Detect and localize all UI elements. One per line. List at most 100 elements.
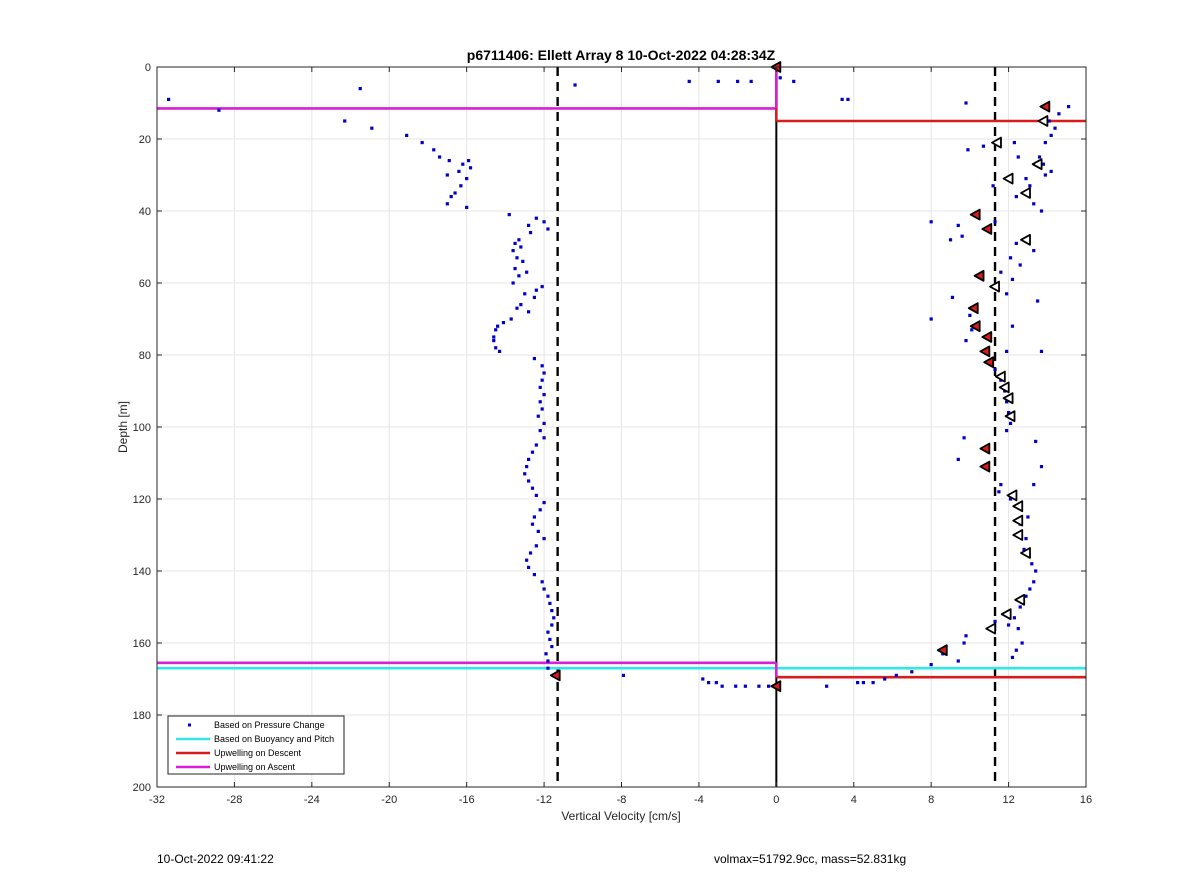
pressure-point <box>1039 349 1044 353</box>
pressure-point <box>1057 112 1061 116</box>
pressure-point <box>370 126 374 130</box>
pressure-point <box>519 303 523 307</box>
pressure-point <box>546 666 550 670</box>
pressure-point <box>1005 292 1009 296</box>
ascent-marker <box>1012 500 1024 513</box>
pressure-point <box>1041 162 1046 166</box>
y-axis-label: Depth [m] <box>116 401 130 453</box>
pressure-point <box>825 684 829 688</box>
pressure-point <box>962 436 966 440</box>
pressure-point <box>1005 429 1009 433</box>
pressure-point <box>1012 141 1016 145</box>
pressure-point <box>1053 126 1057 130</box>
pressure-point <box>1016 627 1020 631</box>
pressure-point <box>1010 324 1015 328</box>
pressure-point <box>515 256 519 260</box>
pressure-point <box>1014 195 1018 199</box>
pressure-point <box>525 558 529 562</box>
pressure-point <box>1034 439 1038 443</box>
ascent-marker <box>985 622 997 635</box>
pressure-point <box>548 601 552 605</box>
ascent-marker <box>1014 593 1026 606</box>
ascent-marker <box>1012 529 1024 541</box>
y-tick-label: 160 <box>133 638 151 650</box>
pressure-point <box>540 407 544 411</box>
pressure-point <box>1030 562 1034 566</box>
pressure-point <box>517 238 521 242</box>
pressure-point <box>993 220 997 224</box>
ascent-marker <box>1037 115 1049 127</box>
pressure-point <box>1032 580 1036 584</box>
pressure-point <box>217 108 221 112</box>
pressure-point <box>948 238 953 242</box>
legend-label-ascent: Upwelling on Ascent <box>214 762 296 772</box>
pressure-point <box>447 159 451 163</box>
pressure-point <box>999 483 1003 487</box>
pressure-point <box>1032 202 1036 206</box>
pressure-point <box>513 241 517 245</box>
pressure-point <box>970 328 974 332</box>
pressure-point <box>1010 655 1015 659</box>
pressure-point <box>542 587 546 591</box>
pressure-point <box>528 231 533 235</box>
pressure-point <box>856 681 860 685</box>
descent-marker <box>979 345 991 358</box>
x-tick-label: 4 <box>851 794 857 806</box>
pressure-point <box>991 184 995 188</box>
y-tick-label: 180 <box>133 710 151 722</box>
pressure-point <box>1028 184 1032 188</box>
pressure-point <box>1049 169 1053 173</box>
ascent-marker <box>991 136 1002 149</box>
legend-box <box>167 715 345 775</box>
pressure-point <box>519 245 523 249</box>
pressure-point <box>532 573 537 577</box>
x-tick-label: -12 <box>536 794 552 806</box>
pressure-point <box>1066 105 1071 109</box>
pressure-point <box>997 490 1001 494</box>
pressure-point <box>743 684 747 688</box>
pressure-point <box>736 79 740 83</box>
pressure-point <box>861 681 866 685</box>
pressure-point <box>550 609 554 613</box>
y-tick-label: 100 <box>133 422 151 434</box>
pressure-point <box>550 623 554 627</box>
pressure-point <box>457 169 461 173</box>
pressure-point <box>1034 569 1038 573</box>
pressure-point <box>534 493 538 497</box>
pressure-point <box>534 544 538 548</box>
ascent-marker <box>1020 187 1031 199</box>
pressure-point <box>509 317 513 321</box>
pressure-point <box>501 321 506 325</box>
pressure-point <box>956 223 960 227</box>
pressure-point <box>734 684 738 688</box>
pressure-point <box>542 220 546 224</box>
pressure-point <box>534 216 538 220</box>
pressure-point <box>929 663 933 667</box>
pressure-point <box>706 681 711 685</box>
y-tick-label: 20 <box>139 134 151 146</box>
x-tick-label: -32 <box>149 794 165 806</box>
pressure-point <box>530 450 535 454</box>
pressure-point <box>538 400 542 404</box>
pressure-point <box>1008 497 1013 501</box>
pressure-point <box>966 148 970 152</box>
pressure-point <box>550 645 554 649</box>
pressure-point <box>1036 299 1040 303</box>
pressure-point <box>538 385 542 389</box>
ascent-marker <box>1000 608 1012 621</box>
descent-marker <box>981 331 993 343</box>
pressure-point <box>527 457 531 461</box>
pressure-point <box>544 652 548 656</box>
pressure-point <box>573 83 577 87</box>
pressure-point <box>542 537 546 541</box>
pressure-point <box>929 317 933 321</box>
pressure-point <box>507 213 511 217</box>
pressure-point <box>525 465 529 469</box>
ascent-marker <box>1004 410 1016 423</box>
pressure-point <box>968 313 972 317</box>
pressure-point <box>536 414 540 418</box>
pressure-point <box>517 274 521 278</box>
pressure-point <box>437 155 442 159</box>
descent-marker <box>979 460 991 473</box>
pressure-point <box>542 421 546 425</box>
